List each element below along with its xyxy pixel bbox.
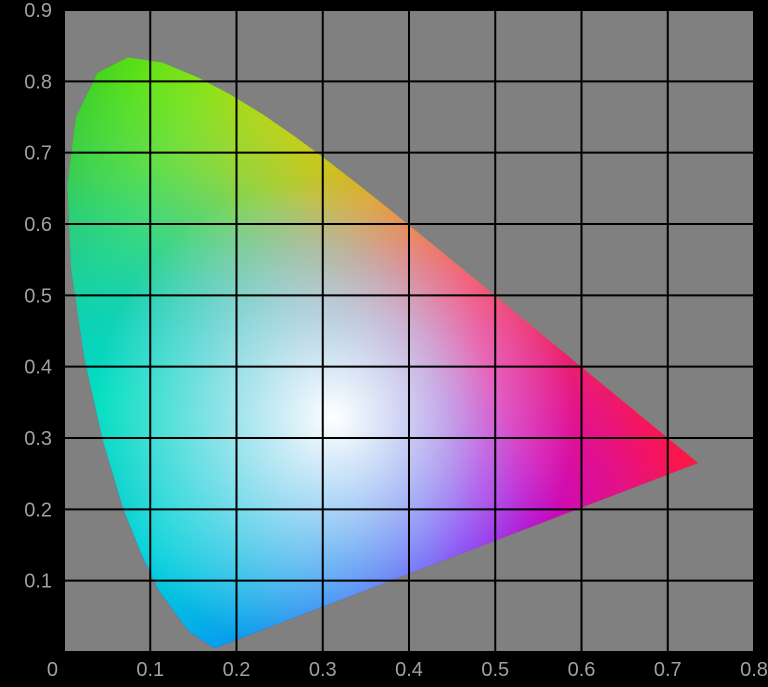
y-tick-label: 0.6 [24,214,52,236]
x-tick-label: 0.1 [136,659,164,681]
x-tick-label: 0 [47,659,58,681]
chromaticity-chart: 0 0.1 0.2 0.3 0.4 0.5 0.6 0.7 0.8 0.1 0.2 0.3 0.4 0.5… [0,0,768,687]
y-tick-label: 0.7 [24,143,52,165]
y-tick-label: 0.4 [24,357,52,379]
x-tick-label: 0.6 [568,659,596,681]
x-tick-label: 0.2 [223,659,251,681]
y-tick-label: 0.9 [24,0,52,22]
y-tick-label: 0.5 [24,285,52,307]
y-tick-label: 0.3 [24,428,52,450]
chart-svg: 0 0.1 0.2 0.3 0.4 0.5 0.6 0.7 0.8 0.1 0.2 0.3 0.4 0.5… [0,0,768,687]
y-tick-label: 0.1 [24,571,52,593]
x-tick-label: 0.7 [654,659,682,681]
x-tick-label: 0.5 [481,659,509,681]
x-tick-label: 0.8 [740,659,768,681]
x-tick-label: 0.4 [395,659,423,681]
y-tick-label: 0.8 [24,71,52,93]
y-tick-label: 0.2 [24,499,52,521]
x-tick-label: 0.3 [309,659,337,681]
